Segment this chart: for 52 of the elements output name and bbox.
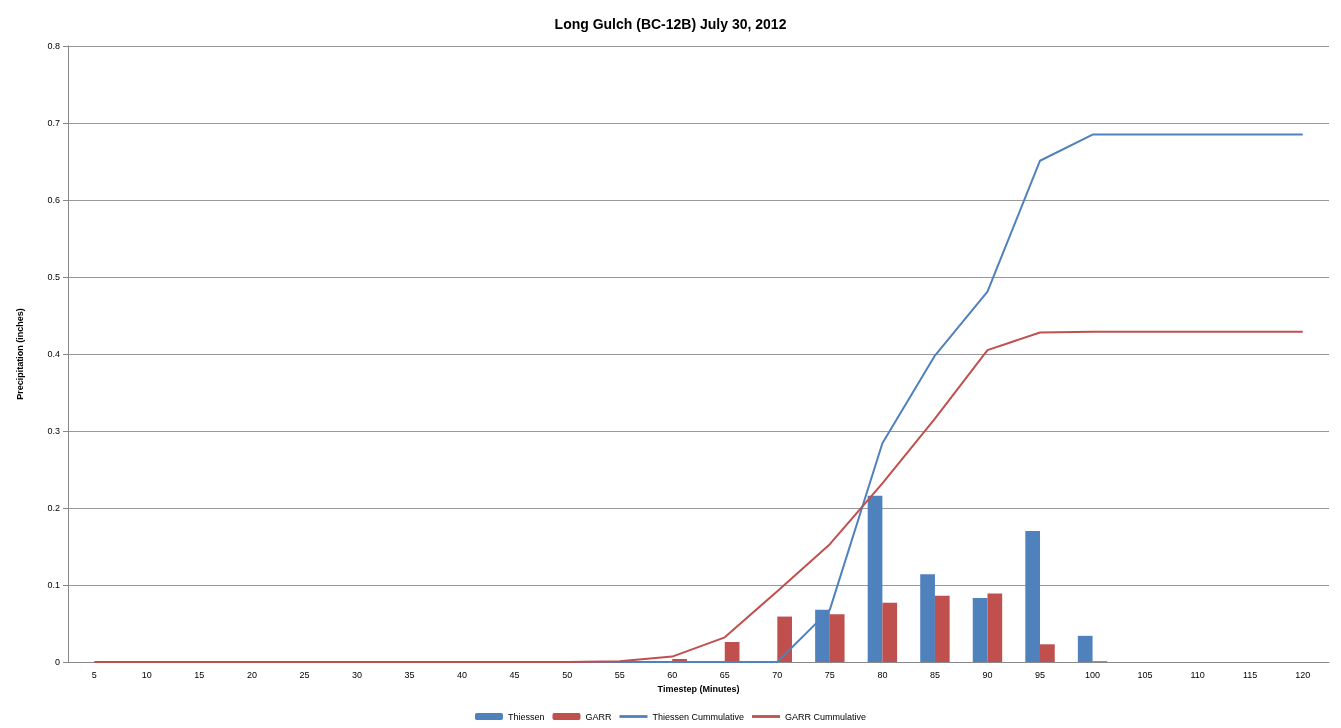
chart-title: Long Gulch (BC-12B) July 30, 2012 (554, 16, 787, 32)
y-axis-title: Precipitation (inches) (14, 308, 25, 400)
x-tick-label: 35 (404, 669, 415, 680)
bar (882, 602, 898, 662)
y-tick-label: 0.7 (47, 118, 60, 128)
y-tick-label: 0.1 (47, 580, 60, 590)
x-tick-label: 80 (877, 669, 888, 680)
bar (829, 614, 845, 662)
x-axis-title: Timestep (Minutes) (657, 683, 740, 694)
y-tick-label: 0 (54, 657, 60, 667)
legend-label: GARR Cummulative (785, 711, 867, 722)
legend-label: GARR (585, 711, 612, 722)
x-tick-label: 110 (1190, 669, 1205, 680)
x-tick-label: 10 (141, 669, 152, 680)
y-tick-label: 0.4 (47, 349, 60, 359)
x-tick-label: 15 (194, 669, 205, 680)
x-tick-label: 50 (562, 669, 573, 680)
y-tick-label: 0.6 (47, 195, 60, 205)
x-tick-label: 100 (1085, 669, 1101, 680)
x-tick-label: 75 (824, 669, 835, 680)
x-tick-label: 45 (509, 669, 520, 680)
x-tick-label: 120 (1295, 669, 1311, 680)
y-tick-label: 0.8 (47, 41, 60, 51)
x-tick-label: 95 (1035, 669, 1046, 680)
line-series (93, 330, 1304, 663)
bar (972, 598, 988, 662)
x-tick-label: 55 (614, 669, 625, 680)
x-tick-label: 40 (457, 669, 468, 680)
x-tick-label: 70 (772, 669, 783, 680)
x-tick-label: 65 (719, 669, 730, 680)
x-tick-label: 20 (246, 669, 257, 680)
x-tick-label: 5 (91, 669, 97, 680)
x-tick-label: 60 (667, 669, 678, 680)
bar (987, 593, 1003, 662)
legend-label: Thiessen Cummulative (652, 711, 745, 722)
bar (1077, 635, 1093, 662)
bar (920, 574, 935, 662)
y-tick-label: 0.3 (47, 426, 60, 436)
x-tick-label: 90 (982, 669, 993, 680)
x-tick-label: 25 (299, 669, 310, 680)
bar (777, 616, 793, 662)
y-tick-label: 0.2 (47, 503, 60, 513)
legend-label: Thiessen (507, 711, 545, 722)
bar (934, 595, 950, 662)
bar (724, 641, 740, 662)
bar (1025, 531, 1041, 662)
x-tick-label: 105 (1137, 669, 1153, 680)
x-tick-label: 85 (929, 669, 940, 680)
x-tick-label: 30 (351, 669, 362, 680)
x-tick-label: 115 (1243, 669, 1258, 680)
y-tick-label: 0.5 (47, 272, 60, 282)
bar (1040, 644, 1055, 662)
